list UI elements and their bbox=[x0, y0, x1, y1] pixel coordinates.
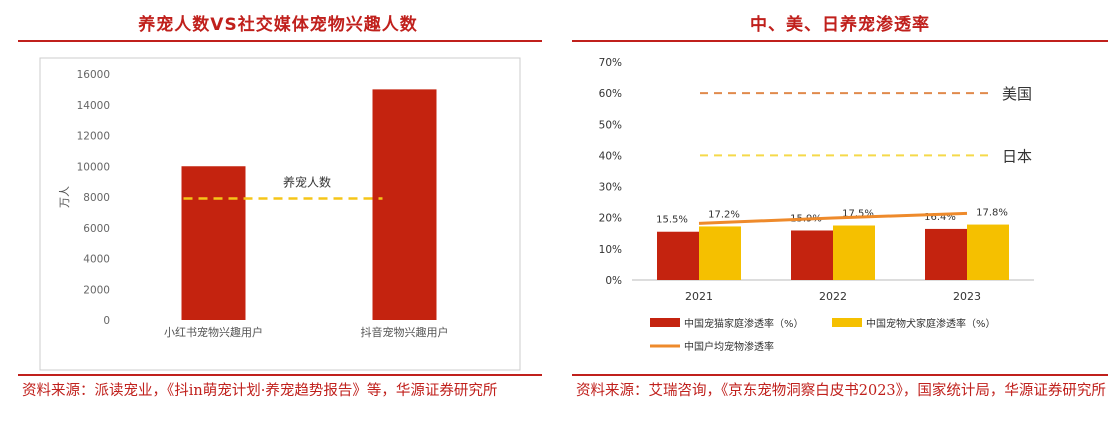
left-y-tick-label: 10000 bbox=[77, 161, 110, 173]
right-bar bbox=[925, 228, 967, 280]
right-bar bbox=[967, 224, 1009, 280]
left-y-tick-label: 14000 bbox=[77, 100, 110, 112]
right-bar-data-label: 17.8% bbox=[976, 208, 1008, 219]
left-x-category-label: 抖音宠物兴趣用户 bbox=[361, 325, 449, 339]
left-y-axis-label: 万人 bbox=[58, 186, 71, 208]
left-y-tick-label: 6000 bbox=[83, 223, 110, 235]
right-y-tick-label: 20% bbox=[599, 213, 622, 225]
left-source-rule bbox=[18, 374, 542, 376]
left-x-category-label: 小红书宠物兴趣用户 bbox=[164, 325, 263, 339]
left-bar bbox=[372, 89, 437, 320]
right-bar bbox=[657, 231, 699, 280]
right-bar-data-label: 17.2% bbox=[708, 209, 740, 220]
left-y-tick-label: 2000 bbox=[83, 284, 110, 296]
right-y-tick-label: 40% bbox=[599, 150, 622, 162]
left-source-text: 资料来源：派读宠业，《抖in萌宠计划·养宠趋势报告》等，华源证券研究所 bbox=[22, 383, 498, 399]
reference-line-label: 日本 bbox=[1002, 147, 1032, 165]
right-bar-data-label: 16.4% bbox=[924, 212, 956, 223]
left-y-tick-label: 0 bbox=[103, 315, 110, 327]
left-panel-title: 养宠人数VS社交媒体宠物兴趣人数 bbox=[138, 15, 418, 35]
reference-line-label: 美国 bbox=[1002, 85, 1032, 103]
left-panel: 养宠人数VS社交媒体宠物兴趣人数 0 2000 4000 6000 8000 10000 1… bbox=[0, 0, 556, 446]
household-avg-penetration-line bbox=[698, 211, 968, 225]
left-title-rule bbox=[18, 40, 542, 42]
right-source-rule bbox=[572, 374, 1108, 376]
right-bar bbox=[791, 230, 833, 280]
right-bar bbox=[699, 226, 741, 280]
right-bar-data-label: 17.5% bbox=[842, 209, 874, 220]
right-y-tick-label: 60% bbox=[599, 88, 622, 100]
left-y-tick-label: 12000 bbox=[77, 131, 110, 143]
left-y-tick-label: 8000 bbox=[83, 192, 110, 204]
legend-label-avg: 中国户均宠物渗透率 bbox=[684, 340, 774, 353]
right-x-category-label: 2021 bbox=[685, 290, 713, 303]
right-panel-title: 中、美、日养宠渗透率 bbox=[750, 15, 930, 35]
legend-swatch-cat bbox=[650, 318, 680, 327]
right-y-tick-label: 10% bbox=[599, 244, 622, 256]
right-bar bbox=[833, 225, 875, 280]
right-x-category-label: 2023 bbox=[953, 290, 981, 303]
pet-owner-count-label: 养宠人数 bbox=[283, 175, 331, 190]
right-y-tick-label: 50% bbox=[599, 119, 622, 131]
left-y-tick-label: 16000 bbox=[77, 69, 110, 81]
right-y-tick-label: 70% bbox=[599, 57, 622, 69]
legend-label-cat: 中国宠猫家庭渗透率（%） bbox=[684, 317, 804, 330]
right-y-tick-label: 0% bbox=[605, 275, 622, 287]
left-y-tick-label: 4000 bbox=[83, 254, 110, 266]
legend-swatch-dog bbox=[832, 318, 862, 327]
right-source-text: 资料来源：艾瑞咨询，《京东宠物洞察白皮书2023》，国家统计局，华源证券研究所 bbox=[576, 383, 1106, 399]
left-chart: 0 2000 4000 6000 8000 10000 12000 14000 16000 小红… bbox=[39, 57, 521, 371]
right-panel: 中、美、日养宠渗透率 0% 10% 20% 30% 40% 50% 60% 70% 美国日本 … bbox=[562, 0, 1118, 446]
right-x-category-label: 2022 bbox=[819, 290, 847, 303]
right-bar-data-label: 15.5% bbox=[656, 215, 688, 226]
right-title-rule bbox=[572, 40, 1108, 42]
left-chart-frame bbox=[39, 57, 521, 371]
right-y-tick-label: 30% bbox=[599, 182, 622, 194]
legend-label-dog: 中国宠物犬家庭渗透率（%） bbox=[866, 317, 996, 330]
left-bar bbox=[181, 166, 246, 320]
